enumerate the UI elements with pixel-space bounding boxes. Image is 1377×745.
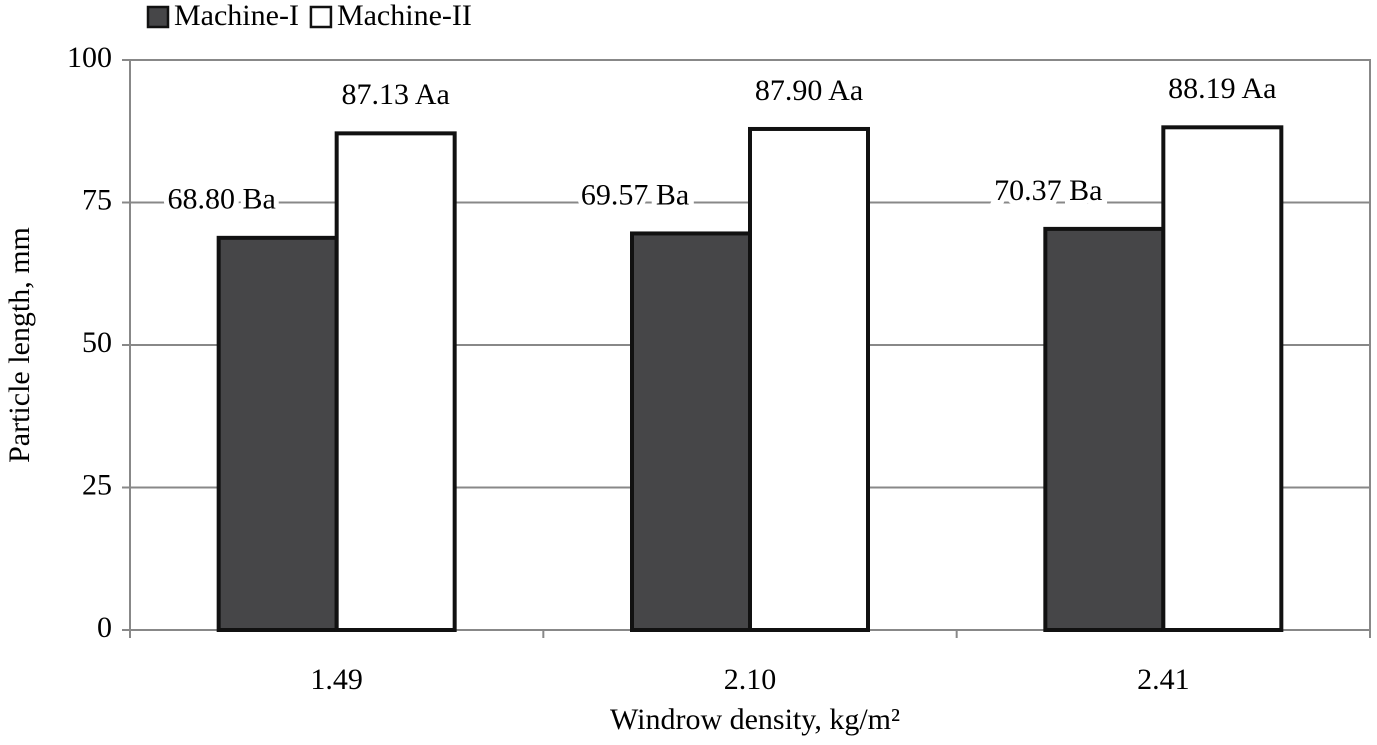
y-tick-label: 50 bbox=[82, 326, 112, 359]
legend-swatch bbox=[146, 5, 170, 29]
value-label: 88.19 Aa bbox=[1168, 72, 1276, 105]
x-tick-label: 2.10 bbox=[724, 663, 777, 696]
legend-swatch bbox=[309, 5, 333, 29]
bar bbox=[216, 235, 339, 632]
legend-label: Machine-II bbox=[337, 0, 472, 32]
y-tick-label: 100 bbox=[67, 41, 112, 74]
value-label: 69.57 Ba bbox=[581, 178, 689, 211]
value-label: 87.13 Aa bbox=[342, 78, 450, 111]
bar bbox=[1161, 125, 1284, 633]
y-tick-label: 25 bbox=[82, 468, 112, 501]
y-tick-label: 0 bbox=[97, 611, 112, 644]
x-tick-label: 1.49 bbox=[310, 663, 363, 696]
value-label: 70.37 Ba bbox=[994, 174, 1102, 207]
value-label: 68.80 Ba bbox=[168, 183, 276, 216]
legend-label: Machine-I bbox=[174, 0, 299, 32]
bar bbox=[334, 131, 457, 632]
y-axis-label: Particle length, mm bbox=[3, 227, 36, 463]
y-tick-label: 75 bbox=[82, 183, 112, 216]
bar bbox=[1043, 226, 1166, 633]
value-label: 87.90 Aa bbox=[755, 74, 863, 107]
x-tick-label: 2.41 bbox=[1137, 663, 1190, 696]
bar bbox=[630, 231, 752, 633]
x-axis-label: Windrow density, kg/m² bbox=[610, 703, 900, 736]
bar bbox=[748, 126, 870, 632]
